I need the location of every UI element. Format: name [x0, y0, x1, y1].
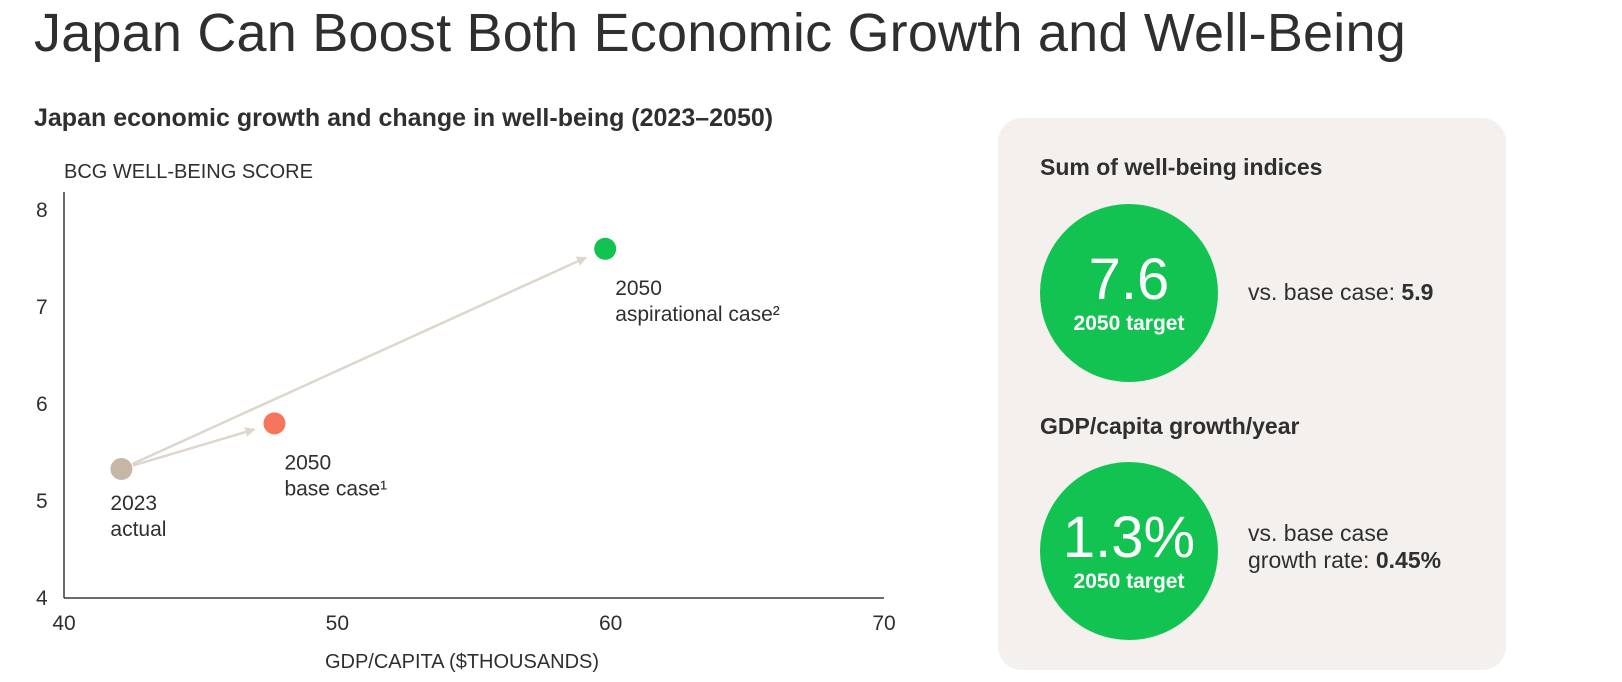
- y-tick-label: 8: [36, 199, 48, 222]
- y-tick-label: 5: [36, 490, 48, 513]
- data-point: [110, 457, 133, 480]
- x-tick-label: 60: [599, 612, 622, 635]
- data-point: [594, 237, 617, 260]
- x-tick-label: 50: [326, 612, 349, 635]
- point-label-case: actual: [110, 518, 166, 541]
- gdp-kpi-value: 1.3%: [1062, 505, 1196, 570]
- y-tick-label: 4: [36, 587, 48, 610]
- point-label-case: base case¹: [284, 477, 387, 500]
- gdp-kpi-sublabel: 2050 target: [1073, 570, 1185, 593]
- gdp-compare-value: 0.45%: [1375, 547, 1442, 573]
- trajectory-arrow: [132, 427, 256, 467]
- chart-title: Japan economic growth and change in well…: [34, 104, 774, 132]
- data-point: [263, 412, 286, 435]
- kpi-panel: Sum of well-being indices 7.6 2050 targe…: [998, 118, 1506, 670]
- x-axis-title: GDP/CAPITA ($THOUSANDS): [325, 651, 599, 673]
- y-tick-label: 7: [36, 296, 48, 319]
- scatter-chart: BCG WELL-BEING SCORE GDP/CAPITA ($THOUSAN…: [36, 161, 896, 673]
- wellbeing-kpi-sublabel: 2050 target: [1073, 312, 1185, 335]
- y-tick-label: 6: [36, 393, 48, 416]
- gdp-heading: GDP/capita growth/year: [1040, 413, 1300, 439]
- wellbeing-compare-value: 5.9: [1401, 279, 1434, 305]
- point-label-year: 2023: [110, 492, 157, 515]
- gdp-compare-line1: vs. base case: [1248, 520, 1389, 546]
- gdp-compare-prefix: growth rate:: [1248, 547, 1376, 573]
- gdp-comparison: vs. base case growth rate: 0.45%: [1248, 520, 1441, 574]
- wellbeing-compare-prefix: vs. base case:: [1248, 279, 1402, 305]
- point-label-year: 2050: [615, 277, 662, 300]
- y-axis-title: BCG WELL-BEING SCORE: [64, 161, 313, 183]
- wellbeing-kpi-value: 7.6: [1088, 247, 1170, 312]
- point-label-year: 2050: [284, 451, 331, 474]
- point-label-case: aspirational case²: [615, 303, 780, 326]
- page-title: Japan Can Boost Both Economic Growth and…: [34, 3, 1406, 63]
- x-tick-label: 70: [872, 612, 895, 635]
- trajectory-arrow: [131, 256, 587, 466]
- wellbeing-comparison: vs. base case: 5.9: [1248, 279, 1433, 306]
- wellbeing-kpi-circle: 7.6 2050 target: [1040, 204, 1218, 382]
- wellbeing-heading: Sum of well-being indices: [1040, 154, 1323, 180]
- gdp-kpi-circle: 1.3% 2050 target: [1040, 462, 1218, 640]
- x-tick-label: 40: [52, 612, 75, 635]
